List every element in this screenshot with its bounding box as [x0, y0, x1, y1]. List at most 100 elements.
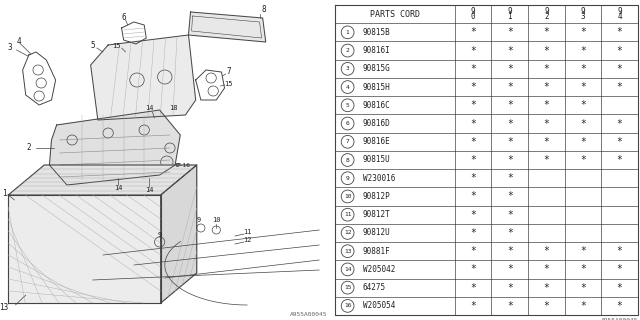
Text: 90812U: 90812U — [363, 228, 390, 237]
Text: 90816C: 90816C — [363, 101, 390, 110]
Text: 5: 5 — [346, 103, 349, 108]
Text: 18: 18 — [169, 105, 177, 111]
Text: *: * — [507, 45, 513, 56]
Text: *: * — [580, 301, 586, 311]
Polygon shape — [49, 110, 180, 185]
Text: 90815G: 90815G — [363, 64, 390, 73]
Text: 90815H: 90815H — [363, 83, 390, 92]
Text: 9: 9 — [618, 7, 622, 16]
Text: 7: 7 — [346, 139, 349, 144]
Text: 90815B: 90815B — [363, 28, 390, 37]
Text: 14: 14 — [145, 105, 154, 111]
Text: W230016: W230016 — [363, 174, 395, 183]
Text: *: * — [543, 137, 549, 147]
Text: *: * — [507, 100, 513, 110]
Text: *: * — [470, 82, 476, 92]
Text: *: * — [543, 45, 549, 56]
Text: *: * — [617, 283, 623, 293]
Text: 8: 8 — [261, 5, 266, 14]
Text: 9: 9 — [196, 217, 201, 223]
Text: *: * — [470, 264, 476, 275]
Text: 1: 1 — [346, 30, 349, 35]
Text: *: * — [580, 82, 586, 92]
Text: Ø-16: Ø-16 — [176, 163, 191, 167]
Text: *: * — [617, 27, 623, 37]
Text: 2: 2 — [26, 143, 31, 153]
Text: *: * — [543, 155, 549, 165]
Text: *: * — [580, 118, 586, 129]
Text: 2: 2 — [346, 48, 349, 53]
Text: *: * — [507, 64, 513, 74]
Text: 14: 14 — [114, 185, 123, 191]
Text: *: * — [543, 118, 549, 129]
Text: *: * — [543, 64, 549, 74]
Polygon shape — [161, 165, 196, 303]
Text: *: * — [617, 118, 623, 129]
Text: *: * — [507, 118, 513, 129]
Text: *: * — [543, 283, 549, 293]
Text: *: * — [507, 301, 513, 311]
Text: *: * — [507, 155, 513, 165]
Text: *: * — [580, 246, 586, 256]
Text: *: * — [507, 82, 513, 92]
Text: 13: 13 — [344, 249, 351, 254]
Text: 4: 4 — [346, 84, 349, 90]
Text: W205042: W205042 — [363, 265, 395, 274]
Text: *: * — [617, 264, 623, 275]
Text: *: * — [470, 137, 476, 147]
Text: 0: 0 — [471, 12, 476, 21]
Text: *: * — [470, 210, 476, 220]
Text: *: * — [580, 27, 586, 37]
Text: 90816I: 90816I — [363, 46, 390, 55]
Text: *: * — [543, 100, 549, 110]
Text: 11: 11 — [243, 229, 252, 235]
Text: 6: 6 — [346, 121, 349, 126]
Text: *: * — [543, 246, 549, 256]
Text: *: * — [507, 246, 513, 256]
Text: *: * — [617, 301, 623, 311]
Text: *: * — [507, 210, 513, 220]
Text: *: * — [470, 64, 476, 74]
Text: 9: 9 — [157, 232, 162, 238]
Text: 12: 12 — [243, 237, 252, 243]
Text: *: * — [580, 155, 586, 165]
Polygon shape — [189, 12, 266, 42]
Text: *: * — [470, 27, 476, 37]
Text: *: * — [543, 264, 549, 275]
Text: 3: 3 — [346, 66, 349, 71]
Text: *: * — [507, 228, 513, 238]
Text: *: * — [507, 283, 513, 293]
Text: W205054: W205054 — [363, 301, 395, 310]
Text: 2: 2 — [544, 12, 548, 21]
Text: *: * — [470, 191, 476, 202]
Text: *: * — [617, 45, 623, 56]
Text: 10: 10 — [212, 217, 221, 223]
Text: 15: 15 — [225, 81, 233, 87]
Polygon shape — [8, 195, 161, 303]
Text: *: * — [580, 45, 586, 56]
Text: *: * — [470, 301, 476, 311]
Text: *: * — [470, 228, 476, 238]
Text: 90816D: 90816D — [363, 119, 390, 128]
Text: *: * — [470, 283, 476, 293]
Text: *: * — [470, 45, 476, 56]
Polygon shape — [91, 35, 196, 120]
Text: *: * — [470, 173, 476, 183]
Text: *: * — [543, 82, 549, 92]
Text: *: * — [470, 100, 476, 110]
Text: *: * — [580, 283, 586, 293]
Text: 13: 13 — [0, 302, 9, 311]
Text: *: * — [507, 173, 513, 183]
Text: *: * — [580, 137, 586, 147]
Text: 90812T: 90812T — [363, 210, 390, 219]
Text: 9: 9 — [544, 7, 548, 16]
Text: *: * — [470, 246, 476, 256]
Text: 8: 8 — [346, 157, 349, 163]
Text: *: * — [507, 137, 513, 147]
Text: *: * — [543, 301, 549, 311]
Text: *: * — [617, 137, 623, 147]
Text: 9: 9 — [508, 7, 512, 16]
Text: *: * — [617, 155, 623, 165]
Text: 1: 1 — [508, 12, 512, 21]
Text: *: * — [507, 191, 513, 202]
